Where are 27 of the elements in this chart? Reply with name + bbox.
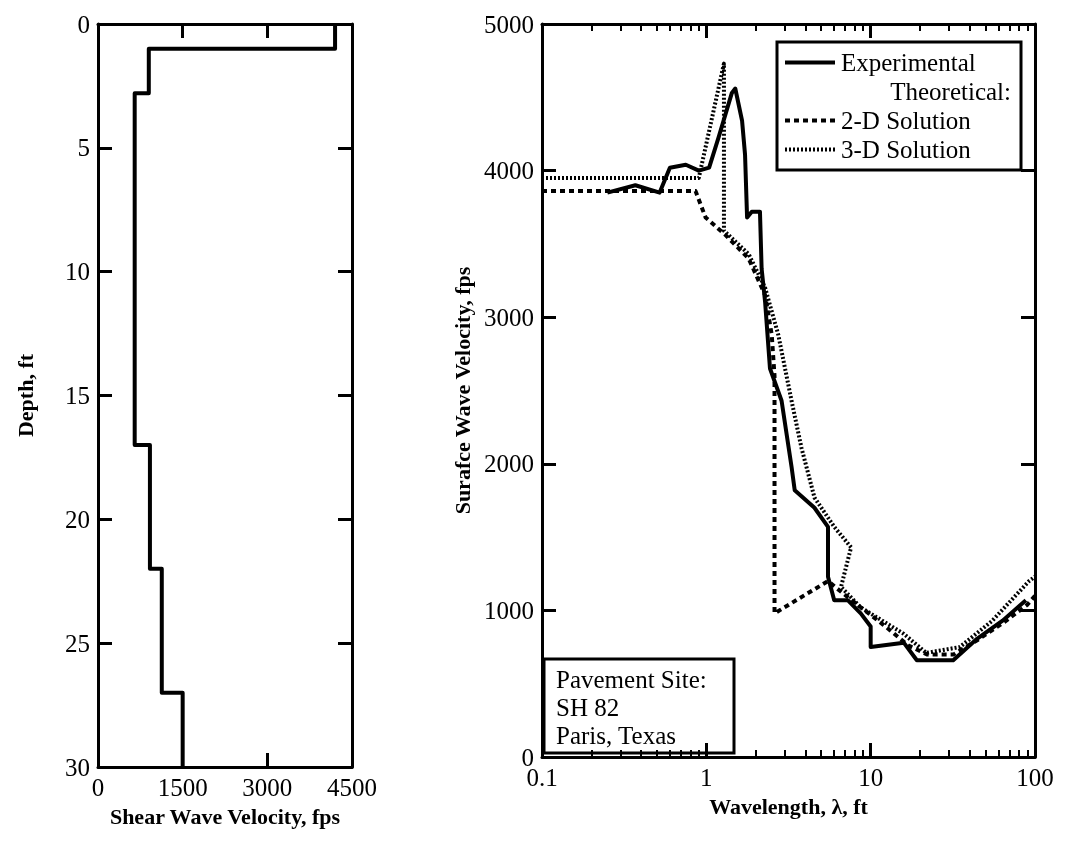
y-tick-label: 4000 bbox=[484, 157, 534, 185]
y-tick-label: 1000 bbox=[484, 596, 534, 624]
annotation: Pavement Site: SH 82 Paris, Texas bbox=[556, 665, 707, 749]
y-axis-title: Depth, ft bbox=[12, 353, 38, 438]
y-tick-label: 2000 bbox=[484, 450, 534, 478]
y-axis-title: Surafce Wave Velocity, fps bbox=[449, 266, 475, 515]
y-tick-label: 25 bbox=[65, 629, 90, 657]
y-tick-label: 5 bbox=[77, 134, 90, 162]
y-tick-label: 0 bbox=[77, 10, 90, 38]
x-tick-label: 10 bbox=[858, 764, 884, 791]
y-tick-label: 3000 bbox=[484, 303, 534, 331]
x-tick-label: 3000 bbox=[242, 774, 293, 801]
y-tick-label: 30 bbox=[65, 753, 90, 781]
legend-label: 3-D Solution bbox=[841, 136, 972, 163]
y-tick-label: 5000 bbox=[484, 10, 534, 38]
legend-label: 2-D Solution bbox=[841, 107, 972, 134]
y-tick-label: 10 bbox=[65, 258, 90, 286]
x-tick-label: 1 bbox=[700, 764, 713, 791]
annotation: Theoretical: bbox=[890, 78, 1011, 105]
x-tick-label: 4500 bbox=[327, 774, 377, 801]
y-tick-label: 15 bbox=[65, 382, 90, 409]
x-axis-title: Shear Wave Velocity, fps bbox=[109, 803, 341, 829]
y-tick-label: 20 bbox=[65, 505, 90, 533]
x-tick-label: 1500 bbox=[157, 774, 208, 801]
x-axis-title: Wavelength, λ, ft bbox=[709, 793, 869, 819]
x-tick-label: 100 bbox=[1016, 764, 1054, 791]
legend-label: Experimental bbox=[841, 49, 976, 76]
